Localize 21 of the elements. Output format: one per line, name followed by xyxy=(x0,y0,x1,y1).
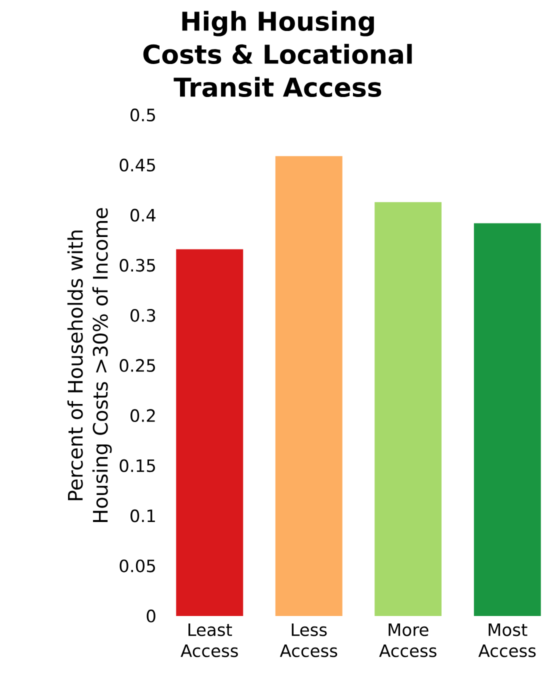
bar xyxy=(176,249,244,616)
bar xyxy=(474,223,541,616)
chart-title: High Housing Costs & Locational Transit Access xyxy=(143,10,412,98)
y-tick-label: 0.3 xyxy=(130,308,156,322)
y-axis-title: Percent of Households with Housing Costs >30% of Income xyxy=(67,208,112,522)
y-tick-label: 0 xyxy=(146,610,156,622)
x-tick-label: Less Access xyxy=(280,624,338,658)
x-tick-label: More Access xyxy=(379,624,436,658)
y-tick-label: 0.05 xyxy=(120,559,155,572)
x-tick-label: Most Access xyxy=(478,624,536,658)
y-tick-label: 0.5 xyxy=(130,108,155,122)
bar xyxy=(374,202,442,616)
y-tick-label: 0.35 xyxy=(120,258,155,272)
bar xyxy=(275,156,342,616)
y-tick-label: 0.25 xyxy=(120,359,155,372)
y-tick-label: 0.1 xyxy=(130,509,155,522)
y-tick-label: 0.2 xyxy=(130,409,155,422)
y-tick-label: 0.15 xyxy=(120,459,155,472)
x-tick-label: Least Access xyxy=(180,624,238,658)
y-tick-label: 0.4 xyxy=(130,208,156,222)
y-tick-label: 0.45 xyxy=(120,158,155,172)
